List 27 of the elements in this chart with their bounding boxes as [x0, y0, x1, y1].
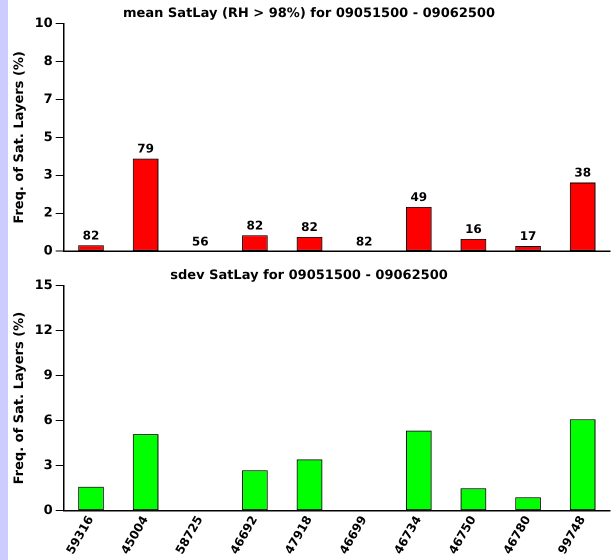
- y-tick-label: 6: [44, 413, 53, 428]
- y-axis-title: Freq. of Sat. Layers (%): [12, 312, 28, 484]
- y-tick-label: 15: [34, 278, 53, 293]
- annotation: 82: [356, 234, 373, 248]
- annotation: 16: [465, 222, 482, 236]
- y-tick-label: 7: [44, 92, 53, 107]
- annotation: 82: [82, 228, 100, 242]
- annotation: 82: [301, 220, 318, 234]
- y-tick-label: 0: [44, 503, 53, 518]
- y-tick-label: 8: [44, 54, 53, 69]
- chart-title: mean SatLay (RH > 98%) for 09051500 - 09062500: [123, 6, 495, 22]
- y-tick-label: 2: [44, 206, 53, 221]
- y-tick-label: 10: [34, 16, 53, 31]
- chart-title: sdev SatLay for 09051500 - 09062500: [170, 268, 448, 284]
- annotation: 49: [410, 190, 428, 204]
- annotation: 17: [520, 229, 536, 244]
- annotation: 82: [246, 218, 264, 232]
- y-tick-label: 3: [44, 458, 53, 474]
- annotation: 38: [574, 166, 592, 180]
- annotation: 79: [137, 142, 154, 156]
- annotation: 56: [192, 234, 209, 248]
- y-tick-label: 9: [44, 368, 53, 383]
- y-tick-label: 3: [44, 168, 53, 183]
- y-tick-label: 5: [44, 130, 53, 145]
- y-tick-label: 0: [44, 244, 53, 259]
- y-axis-title: Freq. of Sat. Layers (%): [12, 51, 28, 224]
- y-tick-label: 12: [34, 322, 53, 338]
